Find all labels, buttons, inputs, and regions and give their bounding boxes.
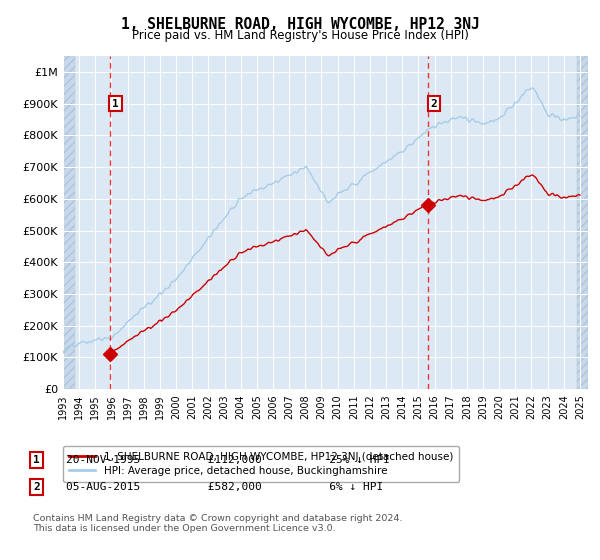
Text: Contains HM Land Registry data © Crown copyright and database right 2024.
This d: Contains HM Land Registry data © Crown c… [33, 514, 403, 533]
Text: 2: 2 [430, 99, 437, 109]
Text: 2: 2 [33, 482, 40, 492]
Text: 1: 1 [112, 99, 119, 109]
Legend: 1, SHELBURNE ROAD, HIGH WYCOMBE, HP12 3NJ (detached house), HPI: Average price, : 1, SHELBURNE ROAD, HIGH WYCOMBE, HP12 3N… [63, 446, 459, 482]
Text: 1: 1 [33, 455, 40, 465]
Text: 05-AUG-2015          £582,000          6% ↓ HPI: 05-AUG-2015 £582,000 6% ↓ HPI [66, 482, 383, 492]
Text: 20-NOV-1995          £112,000          25% ↓ HPI: 20-NOV-1995 £112,000 25% ↓ HPI [66, 455, 390, 465]
Text: Price paid vs. HM Land Registry's House Price Index (HPI): Price paid vs. HM Land Registry's House … [131, 29, 469, 42]
Text: 1, SHELBURNE ROAD, HIGH WYCOMBE, HP12 3NJ: 1, SHELBURNE ROAD, HIGH WYCOMBE, HP12 3N… [121, 17, 479, 32]
